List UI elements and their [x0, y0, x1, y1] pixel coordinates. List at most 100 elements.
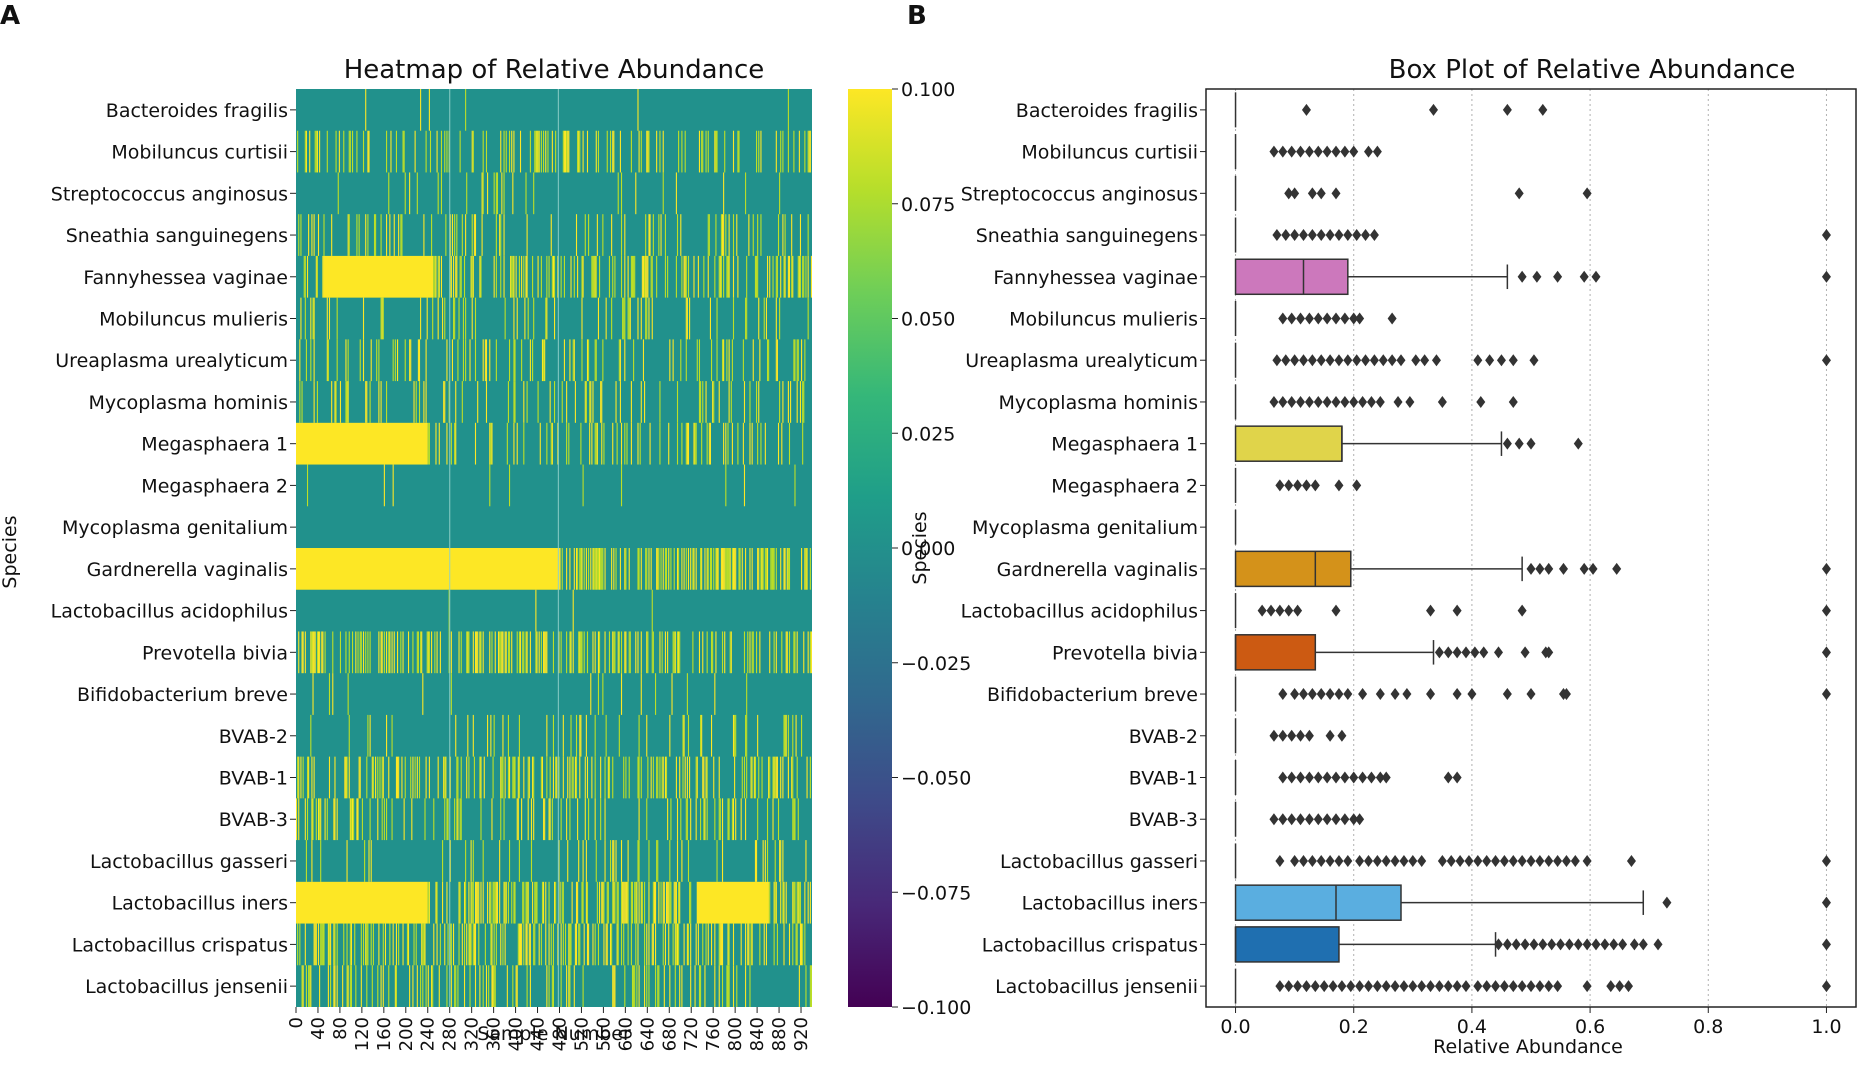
heatmap-cell — [388, 631, 390, 674]
heatmap-cell — [305, 840, 307, 882]
heatmap-cell — [496, 172, 499, 215]
heatmap-cell — [602, 339, 604, 382]
heatmap-cell — [757, 422, 759, 465]
boxplot-outlier — [1366, 395, 1376, 408]
heatmap-cell — [365, 89, 367, 131]
boxplot-outlier — [1349, 813, 1359, 826]
heatmap-cell — [687, 548, 690, 590]
heatmap-cell — [417, 339, 419, 382]
heatmap-species-label: BVAB-2 — [219, 726, 288, 748]
heatmap-cell — [648, 214, 650, 256]
heatmap-cell — [708, 422, 710, 465]
boxplot-outlier — [1307, 354, 1317, 367]
heatmap-cell — [681, 422, 683, 465]
boxplot-outlier — [1328, 980, 1338, 993]
boxplot-species-label: Lactobacillus gasseri — [1000, 851, 1198, 873]
heatmap-cell — [316, 255, 318, 298]
heatmap-cell — [683, 714, 685, 757]
heatmap-cell — [454, 798, 456, 841]
boxplot-box-group — [1234, 968, 1831, 1004]
heatmap-cell — [717, 548, 719, 590]
heatmap-cell — [503, 255, 505, 298]
heatmap-cell — [545, 923, 547, 966]
boxplot-outlier — [1508, 980, 1518, 993]
colorbar-tick-label: 0.075 — [901, 194, 955, 216]
heatmap-cell — [424, 923, 426, 966]
boxplot-box — [1234, 425, 1343, 462]
heatmap-cell — [718, 798, 720, 841]
boxplot-outlier — [1269, 145, 1279, 158]
heatmap-cell — [595, 422, 597, 465]
heatmap-cell — [507, 881, 509, 924]
heatmap-cell — [372, 756, 374, 799]
heatmap-cell — [640, 756, 642, 799]
boxplot-outlier — [1340, 395, 1350, 408]
boxplot-box-group — [1234, 801, 1365, 837]
heatmap-cell — [682, 714, 684, 757]
heatmap-cell — [642, 339, 645, 382]
boxplot-species-label: Prevotella bivia — [1052, 642, 1198, 664]
heatmap-cell — [737, 255, 739, 298]
heatmap-cell — [723, 172, 725, 215]
heatmap-cell — [428, 631, 430, 674]
heatmap-cell — [637, 756, 639, 799]
heatmap-cell — [438, 422, 440, 465]
heatmap-cell — [500, 631, 502, 674]
boxplot-species-label: Lactobacillus acidophilus — [961, 601, 1198, 623]
heatmap-cell — [451, 214, 453, 256]
heatmap-cell — [720, 214, 722, 256]
heatmap-cell — [737, 130, 739, 173]
heatmap-cell — [600, 756, 602, 799]
heatmap-cell — [719, 798, 721, 841]
heatmap-cell — [799, 255, 802, 298]
boxplot-outlier — [1349, 395, 1359, 408]
heatmap-cell — [624, 339, 626, 382]
heatmap-cell — [446, 965, 448, 1007]
heatmap-cell — [646, 255, 648, 298]
heatmap-cell — [695, 422, 697, 465]
heatmap-cell — [300, 756, 302, 799]
heatmap-cell — [584, 756, 586, 799]
heatmap-cell — [471, 881, 473, 924]
heatmap-cell — [521, 798, 523, 841]
heatmap-cell — [588, 798, 590, 841]
boxplot-outlier — [1517, 270, 1527, 283]
heatmap-cell — [762, 840, 764, 882]
heatmap-cell — [347, 214, 349, 256]
heatmap-cell — [770, 548, 772, 590]
heatmap-cell — [667, 881, 669, 924]
heatmap-cell — [713, 756, 715, 799]
heatmap-cell — [622, 881, 624, 924]
heatmap-cell — [561, 881, 563, 924]
heatmap-species-label: Streptococcus anginosus — [51, 183, 288, 205]
heatmap-cell — [484, 923, 486, 966]
heatmap-cell — [332, 673, 334, 715]
heatmap-cell — [311, 631, 313, 674]
heatmap-cell — [616, 881, 618, 924]
heatmap-cell — [369, 631, 371, 674]
heatmap-cell — [433, 255, 435, 298]
heatmap-cell — [391, 798, 393, 841]
heatmap-cell — [561, 381, 563, 423]
heatmap-cell — [359, 339, 361, 382]
boxplot-outlier — [1331, 604, 1341, 617]
heatmap-cell — [780, 881, 782, 924]
boxplot-outlier — [1434, 980, 1444, 993]
heatmap-cell — [745, 798, 747, 841]
heatmap-cell — [700, 714, 702, 757]
heatmap-cell — [634, 881, 636, 924]
heatmap-cell — [746, 673, 748, 715]
heatmap-cell — [734, 756, 736, 799]
heatmap-cell — [720, 548, 722, 590]
heatmap-x-tick-label: 640 — [637, 1017, 658, 1051]
heatmap-cell — [766, 339, 769, 382]
heatmap-cell — [601, 422, 603, 465]
heatmap-cell — [595, 548, 597, 590]
heatmap-cell — [334, 798, 336, 841]
heatmap-cell — [392, 464, 394, 507]
boxplot-outlier — [1310, 479, 1320, 492]
heatmap-cell — [604, 840, 606, 882]
heatmap-cell — [548, 798, 550, 841]
heatmap-cell — [775, 881, 777, 924]
heatmap-cell — [551, 798, 553, 841]
